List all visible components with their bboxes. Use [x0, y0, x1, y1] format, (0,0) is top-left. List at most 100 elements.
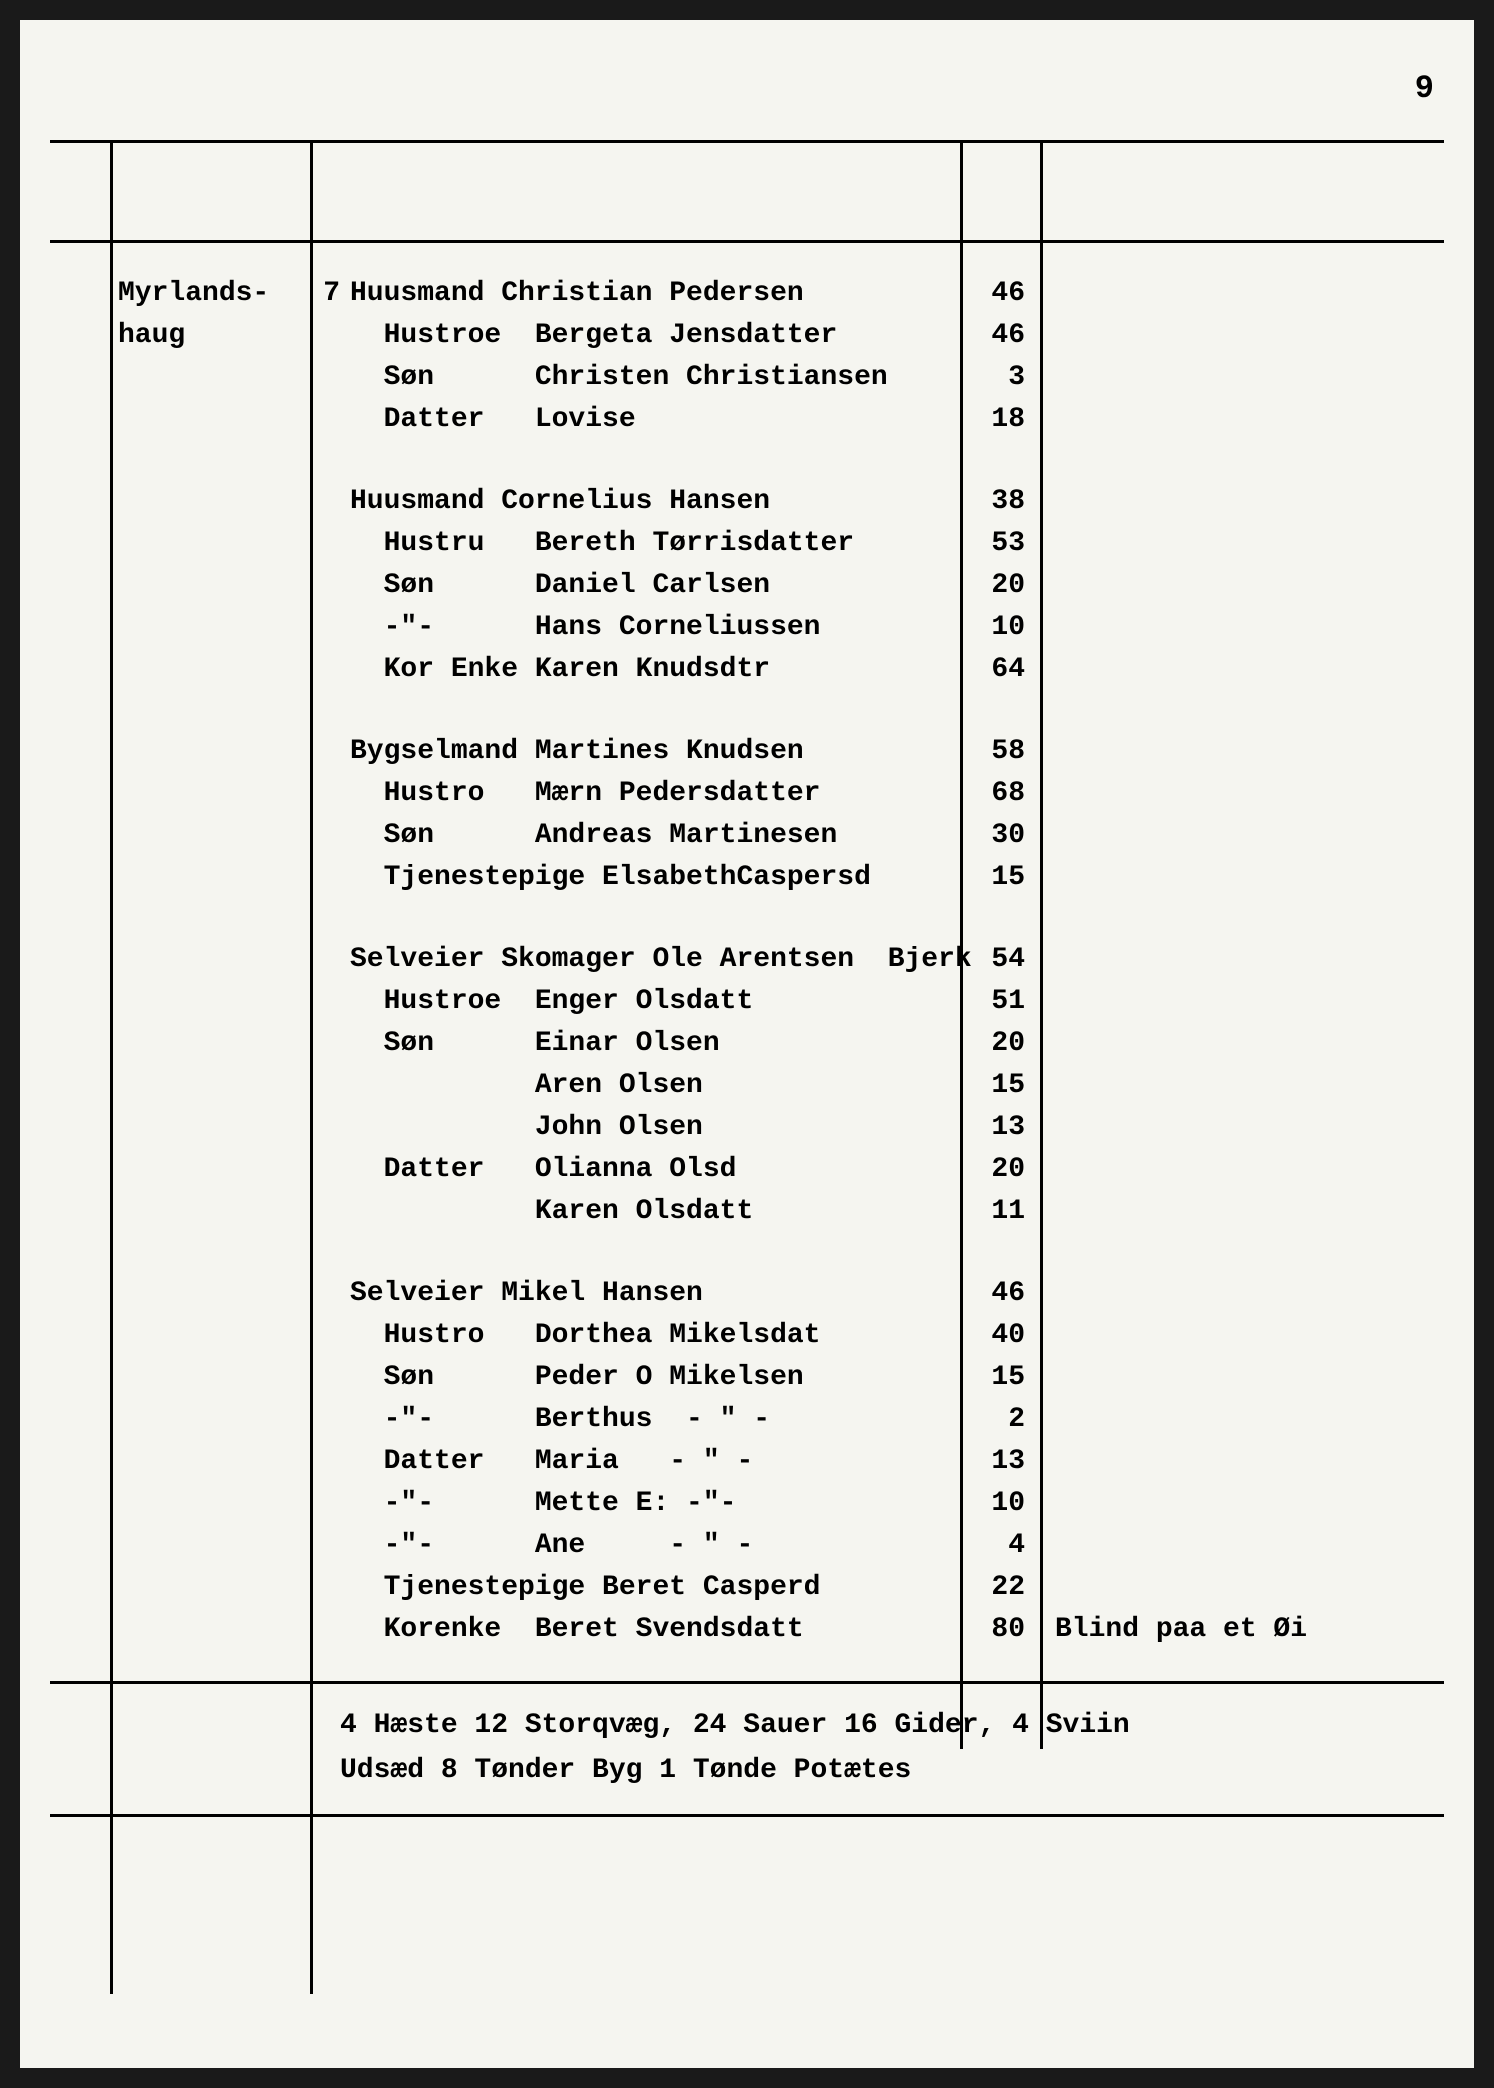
footer-text-line: Udsæd 8 Tønder Byg 1 Tønde Potætes [340, 1749, 1444, 1794]
person-cell: Datter Lovise [350, 399, 960, 441]
census-row: John Olsen13 [50, 1107, 1444, 1149]
margin-cell [50, 1107, 110, 1149]
margin-cell [50, 815, 110, 857]
place-cell [110, 1525, 310, 1567]
place-cell [110, 1023, 310, 1065]
place-cell [110, 523, 310, 565]
column-rule [110, 1817, 113, 1994]
margin-cell [50, 523, 110, 565]
notes-cell [1040, 773, 1444, 815]
place-cell [110, 1315, 310, 1357]
notes-cell [1040, 523, 1444, 565]
notes-cell [1040, 1273, 1444, 1315]
place-cell [110, 1357, 310, 1399]
person-cell: Hustroe Enger Olsdatt [350, 981, 960, 1023]
place-cell [110, 649, 310, 691]
notes-cell [1040, 1149, 1444, 1191]
household-number-cell [310, 1567, 350, 1609]
person-cell: Søn Andreas Martinesen [350, 815, 960, 857]
margin-cell [50, 1567, 110, 1609]
household-number-cell [310, 815, 350, 857]
footer-text-line: 4 Hæste 12 Storqvæg, 24 Sauer 16 Gider, … [340, 1704, 1444, 1749]
group-spacer [50, 441, 1444, 481]
census-row: -"- Hans Corneliussen10 [50, 607, 1444, 649]
person-cell: Tjenestepige Beret Casperd [350, 1567, 960, 1609]
margin-cell [50, 1525, 110, 1567]
household-number-cell [310, 1357, 350, 1399]
census-row: -"- Berthus - " -2 [50, 1399, 1444, 1441]
census-row: Tjenestepige Beret Casperd22 [50, 1567, 1444, 1609]
group-spacer [50, 899, 1444, 939]
notes-cell [1040, 1107, 1444, 1149]
place-cell [110, 1399, 310, 1441]
census-row: Hustroe Enger Olsdatt51 [50, 981, 1444, 1023]
age-cell: 10 [960, 1483, 1040, 1525]
notes-cell [1040, 815, 1444, 857]
census-row: Hustro Dorthea Mikelsdat40 [50, 1315, 1444, 1357]
column-rule [110, 243, 113, 1681]
content-frame: Myrlands-7Huusmand Christian Pedersen46h… [50, 140, 1444, 1994]
age-cell: 11 [960, 1191, 1040, 1233]
household-number-cell [310, 773, 350, 815]
household-number-cell [310, 1149, 350, 1191]
notes-cell [1040, 315, 1444, 357]
place-cell [110, 565, 310, 607]
census-row: Selveier Skomager Ole Arentsen Bjerk54 [50, 939, 1444, 981]
column-rule [960, 143, 963, 240]
notes-cell [1040, 1065, 1444, 1107]
notes-cell [1040, 1567, 1444, 1609]
age-cell: 30 [960, 815, 1040, 857]
census-row: Korenke Beret Svendsdatt80Blind paa et Ø… [50, 1609, 1444, 1651]
household-number-cell [310, 649, 350, 691]
household-number-cell [310, 399, 350, 441]
place-cell [110, 1065, 310, 1107]
margin-cell [50, 773, 110, 815]
person-cell: -"- Ane - " - [350, 1525, 960, 1567]
notes-cell [1040, 731, 1444, 773]
margin-cell [50, 1357, 110, 1399]
notes-cell [1040, 1191, 1444, 1233]
census-row: Hustro Mærn Pedersdatter68 [50, 773, 1444, 815]
notes-cell [1040, 857, 1444, 899]
census-row: Datter Lovise18 [50, 399, 1444, 441]
document-page: 9 Myrlands-7Huusmand Christian Pedersen4… [20, 20, 1474, 2068]
person-cell: Søn Daniel Carlsen [350, 565, 960, 607]
person-cell: Karen Olsdatt [350, 1191, 960, 1233]
age-cell: 15 [960, 1357, 1040, 1399]
margin-cell [50, 315, 110, 357]
margin-cell [50, 1065, 110, 1107]
margin-cell [50, 1441, 110, 1483]
person-cell: -"- Mette E: -"- [350, 1483, 960, 1525]
household-number-cell [310, 1023, 350, 1065]
census-row: Tjenestepige ElsabethCaspersd15 [50, 857, 1444, 899]
census-row: -"- Ane - " -4 [50, 1525, 1444, 1567]
column-rule [310, 143, 313, 240]
notes-cell [1040, 1441, 1444, 1483]
person-cell: Bygselmand Martines Knudsen [350, 731, 960, 773]
notes-cell [1040, 357, 1444, 399]
age-cell: 15 [960, 857, 1040, 899]
notes-cell [1040, 1357, 1444, 1399]
margin-cell [50, 649, 110, 691]
census-row: Bygselmand Martines Knudsen58 [50, 731, 1444, 773]
group-spacer [50, 1233, 1444, 1273]
notes-cell [1040, 607, 1444, 649]
margin-cell [50, 981, 110, 1023]
column-rule [110, 1684, 113, 1814]
place-cell [110, 1483, 310, 1525]
place-cell [110, 357, 310, 399]
notes-cell [1040, 1399, 1444, 1441]
margin-cell [50, 1191, 110, 1233]
margin-cell [50, 399, 110, 441]
household-number-cell [310, 1315, 350, 1357]
age-cell: 10 [960, 607, 1040, 649]
person-cell: Aren Olsen [350, 1065, 960, 1107]
person-cell: Tjenestepige ElsabethCaspersd [350, 857, 960, 899]
column-rule [310, 1817, 313, 1994]
household-number-cell [310, 1399, 350, 1441]
age-cell: 58 [960, 731, 1040, 773]
column-rule [1040, 1684, 1043, 1749]
age-cell: 13 [960, 1107, 1040, 1149]
person-cell: Selveier Mikel Hansen [350, 1273, 960, 1315]
person-cell: -"- Hans Corneliussen [350, 607, 960, 649]
